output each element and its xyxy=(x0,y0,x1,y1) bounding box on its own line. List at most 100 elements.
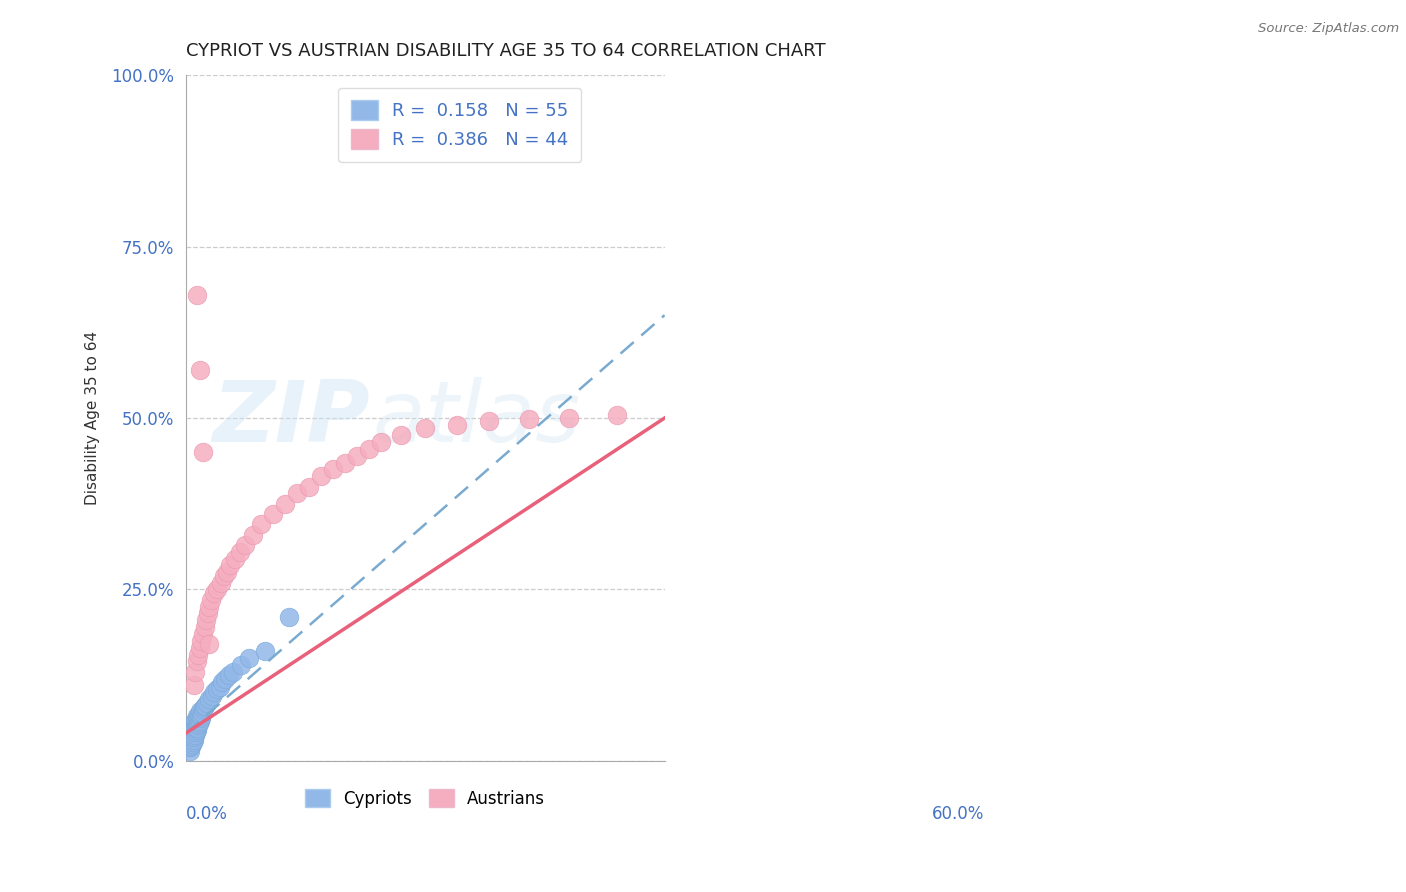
Point xyxy=(181,734,204,748)
Point xyxy=(285,486,308,500)
Point xyxy=(201,689,224,703)
Point xyxy=(198,692,221,706)
Point xyxy=(298,479,321,493)
Text: ZIP: ZIP xyxy=(212,376,370,459)
Point xyxy=(214,672,236,686)
Point xyxy=(558,411,581,425)
Point xyxy=(238,651,260,665)
Point xyxy=(215,566,238,580)
Point xyxy=(186,721,208,735)
Point xyxy=(187,711,209,725)
Point xyxy=(180,734,202,748)
Point xyxy=(190,711,212,725)
Point xyxy=(235,538,257,552)
Point xyxy=(212,568,235,582)
Point xyxy=(188,707,211,722)
Point xyxy=(184,714,207,728)
Point xyxy=(181,730,204,744)
Point xyxy=(187,648,209,662)
Point xyxy=(219,558,242,573)
Text: 60.0%: 60.0% xyxy=(932,805,984,823)
Point xyxy=(179,743,201,757)
Point xyxy=(183,725,205,739)
Point xyxy=(198,599,221,614)
Point xyxy=(262,507,284,521)
Point xyxy=(478,414,501,428)
Point xyxy=(179,737,201,751)
Point xyxy=(184,665,207,679)
Point xyxy=(370,435,392,450)
Point xyxy=(231,657,253,672)
Text: CYPRIOT VS AUSTRIAN DISABILITY AGE 35 TO 64 CORRELATION CHART: CYPRIOT VS AUSTRIAN DISABILITY AGE 35 TO… xyxy=(186,42,825,60)
Text: Source: ZipAtlas.com: Source: ZipAtlas.com xyxy=(1258,22,1399,36)
Point xyxy=(193,700,215,714)
Point xyxy=(202,685,225,699)
Point xyxy=(188,705,211,719)
Point xyxy=(208,680,231,694)
Point xyxy=(188,363,211,377)
Point xyxy=(183,720,205,734)
Point xyxy=(188,714,211,728)
Point xyxy=(346,449,368,463)
Point xyxy=(250,517,273,532)
Point xyxy=(180,733,202,747)
Point xyxy=(190,633,212,648)
Point xyxy=(254,644,277,658)
Point xyxy=(186,709,208,723)
Point xyxy=(188,716,211,731)
Point xyxy=(183,716,205,731)
Point xyxy=(191,445,214,459)
Point xyxy=(184,721,207,735)
Point xyxy=(194,698,217,713)
Point xyxy=(195,613,218,627)
Point xyxy=(229,545,252,559)
Point xyxy=(202,586,225,600)
Point xyxy=(183,678,205,692)
Point xyxy=(191,627,214,641)
Point xyxy=(218,668,240,682)
Point xyxy=(186,713,208,727)
Point xyxy=(606,408,628,422)
Y-axis label: Disability Age 35 to 64: Disability Age 35 to 64 xyxy=(86,331,100,505)
Point xyxy=(242,527,264,541)
Point xyxy=(389,428,412,442)
Point xyxy=(180,737,202,751)
Point xyxy=(224,551,246,566)
Point xyxy=(180,730,202,744)
Point xyxy=(186,716,208,731)
Point xyxy=(186,287,208,301)
Point xyxy=(191,706,214,720)
Point xyxy=(184,718,207,732)
Point xyxy=(207,582,229,597)
Point xyxy=(446,417,468,432)
Legend: Cypriots, Austrians: Cypriots, Austrians xyxy=(298,782,551,814)
Point xyxy=(187,718,209,732)
Point xyxy=(209,575,232,590)
Point xyxy=(335,456,357,470)
Point xyxy=(186,655,208,669)
Point xyxy=(191,702,214,716)
Point xyxy=(183,728,205,742)
Point xyxy=(184,725,207,739)
Point xyxy=(197,607,219,621)
Point xyxy=(181,725,204,739)
Point xyxy=(278,610,301,624)
Point xyxy=(200,592,222,607)
Point xyxy=(188,640,211,655)
Point xyxy=(184,728,207,742)
Point xyxy=(186,723,208,737)
Point xyxy=(309,469,332,483)
Point xyxy=(183,733,205,747)
Point xyxy=(194,620,217,634)
Point xyxy=(207,681,229,696)
Point xyxy=(190,709,212,723)
Point xyxy=(222,665,245,679)
Point xyxy=(183,723,205,737)
Point xyxy=(517,412,540,426)
Point xyxy=(322,462,344,476)
Point xyxy=(211,675,233,690)
Point xyxy=(359,442,381,456)
Text: 0.0%: 0.0% xyxy=(186,805,228,823)
Point xyxy=(180,739,202,753)
Point xyxy=(198,637,221,651)
